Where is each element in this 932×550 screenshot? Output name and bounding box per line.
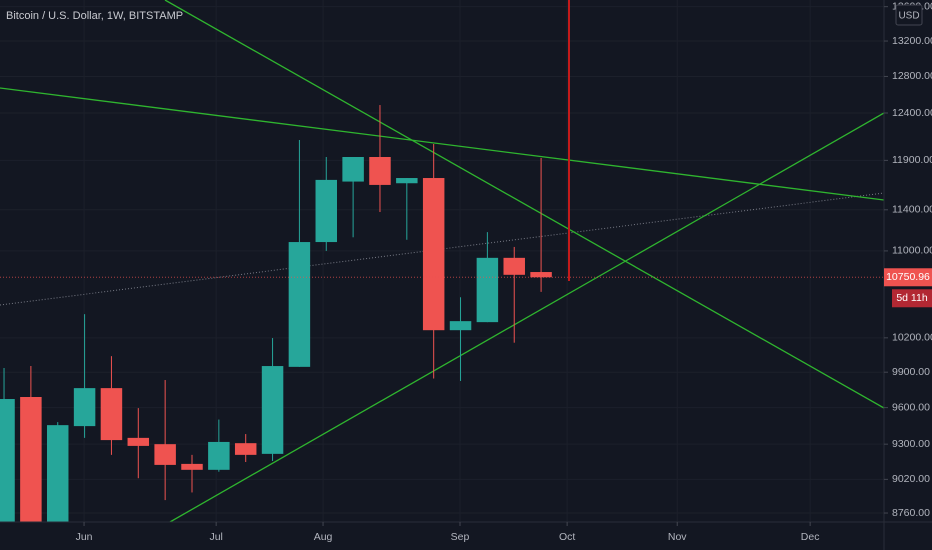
x-tick-label: Aug bbox=[314, 531, 333, 543]
candle-body bbox=[127, 437, 150, 446]
trend-line bbox=[0, 87, 884, 201]
y-tick-label: 9600.00 bbox=[892, 401, 930, 413]
candles bbox=[0, 105, 884, 522]
candle-body bbox=[530, 272, 552, 278]
candle-body bbox=[181, 463, 203, 470]
axes: 8760.00 9020.00 9300.00 9600.00 9900.00 10200… bbox=[76, 0, 932, 543]
trend-line bbox=[164, 0, 884, 409]
candle-body bbox=[46, 425, 69, 522]
y-tick-label: 12800.00 bbox=[892, 70, 932, 82]
candle-body bbox=[503, 257, 525, 275]
candle-body bbox=[261, 366, 284, 454]
candle-body bbox=[100, 388, 123, 441]
candle-body bbox=[396, 178, 418, 184]
price-label: 10750.96 bbox=[886, 271, 930, 283]
y-tick-label: 11400.00 bbox=[892, 204, 932, 216]
candle-body bbox=[476, 257, 499, 323]
y-tick-label: 11900.00 bbox=[892, 154, 932, 166]
y-tick-label: 8760.00 bbox=[892, 507, 930, 519]
candle-body bbox=[234, 443, 257, 455]
x-tick-label: Nov bbox=[668, 531, 687, 543]
y-tick-label: 13200.00 bbox=[892, 35, 932, 47]
candle-body bbox=[369, 157, 391, 185]
currency-box[interactable] bbox=[895, 4, 923, 26]
candle-body bbox=[449, 321, 472, 331]
candle-body bbox=[422, 178, 445, 331]
y-tick-label: 9900.00 bbox=[892, 366, 930, 378]
candle-body bbox=[288, 242, 311, 367]
x-tick-label: Oct bbox=[559, 531, 575, 543]
y-tick-label: 10200.00 bbox=[892, 332, 932, 344]
drawings bbox=[0, 0, 884, 522]
chart-title: Bitcoin / U.S. Dollar, 1W, BITSTAMP bbox=[6, 10, 183, 22]
candle-body bbox=[0, 399, 15, 522]
y-tick-label: 11000.00 bbox=[892, 245, 932, 257]
x-tick-label: Dec bbox=[801, 531, 820, 543]
trend-line bbox=[169, 112, 884, 522]
candle-body bbox=[154, 444, 176, 465]
y-tick-label: 9020.00 bbox=[892, 473, 930, 485]
grid bbox=[0, 0, 884, 522]
countdown-box bbox=[892, 289, 932, 308]
candle-body bbox=[20, 396, 42, 522]
x-tick-label: Jun bbox=[76, 531, 93, 543]
x-tick-label: Jul bbox=[209, 531, 222, 543]
currency: USD bbox=[898, 11, 919, 22]
y-tick-label: 12400.00 bbox=[892, 107, 932, 119]
candle-body bbox=[208, 441, 230, 470]
candle-body bbox=[315, 179, 338, 243]
price-label-box bbox=[884, 268, 932, 287]
candle-body bbox=[73, 388, 96, 427]
countdown: 5d 11h bbox=[896, 292, 927, 304]
candle-body bbox=[342, 157, 364, 182]
x-tick-label: Sep bbox=[451, 531, 470, 543]
y-tick-label: 9300.00 bbox=[892, 438, 930, 450]
